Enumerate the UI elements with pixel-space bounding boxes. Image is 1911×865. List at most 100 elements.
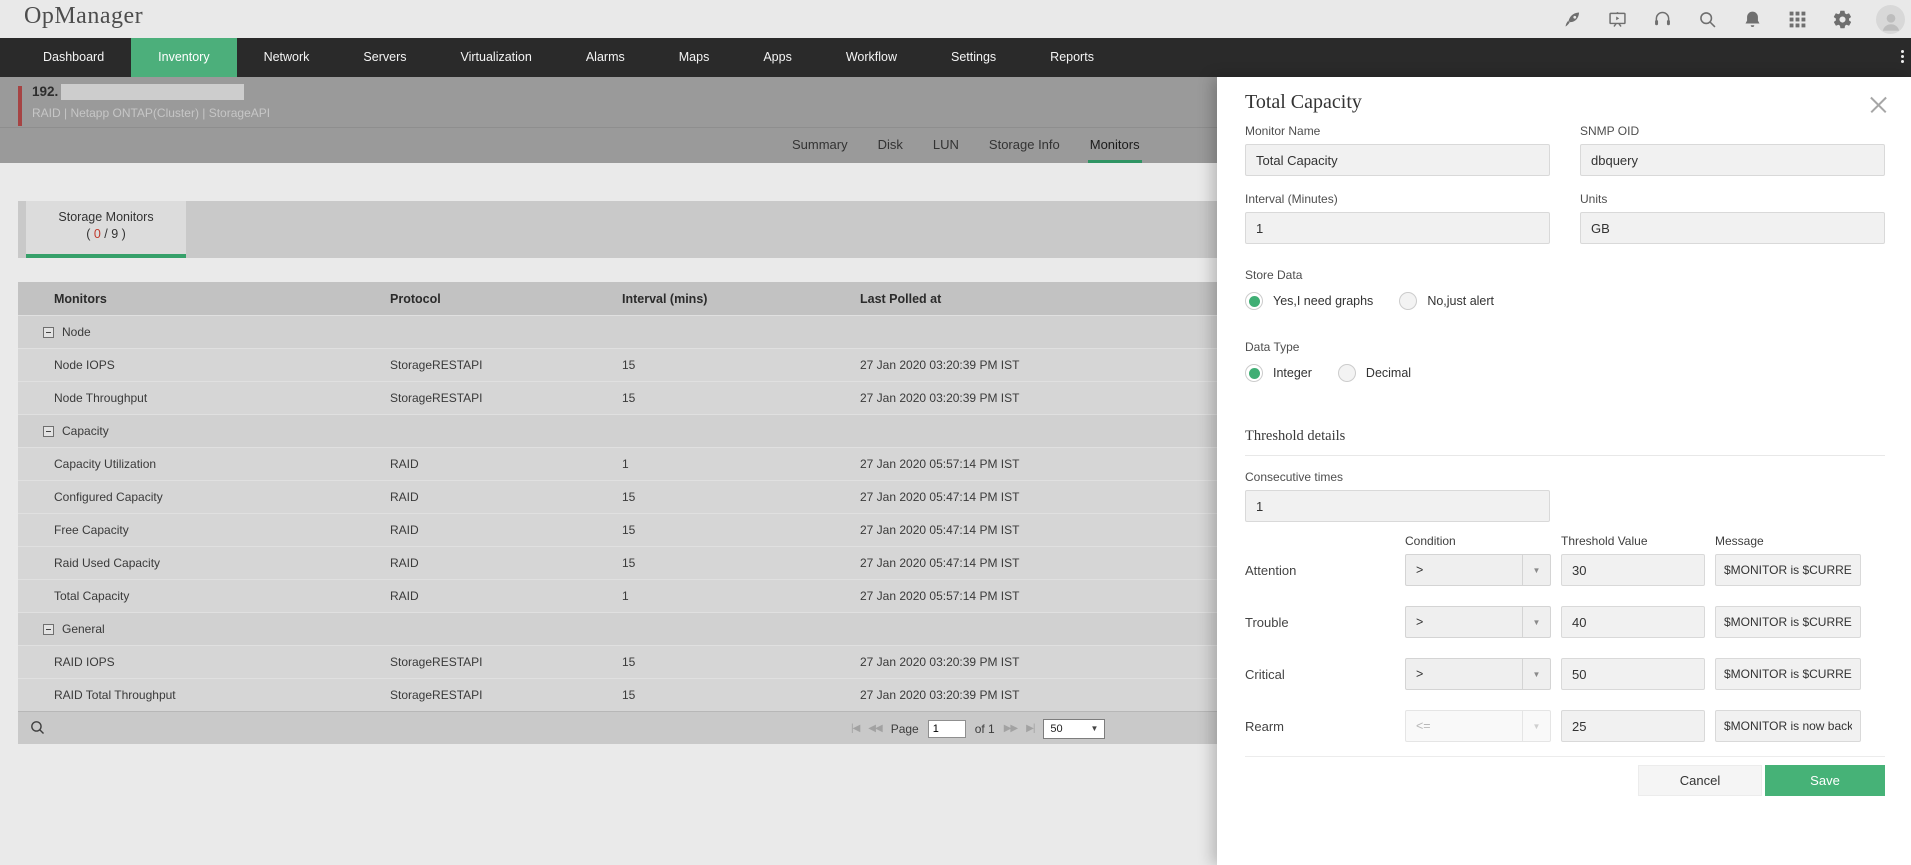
cell-monitor: Configured Capacity <box>54 490 163 504</box>
nav-overflow-kebab-icon[interactable] <box>1901 48 1904 65</box>
page-size-select[interactable]: 50 ▼ <box>1043 718 1106 739</box>
table-group-row[interactable]: Node <box>18 315 1218 348</box>
tab-disk[interactable]: Disk <box>877 137 903 152</box>
nav-item-settings[interactable]: Settings <box>951 50 997 64</box>
col-header-monitors[interactable]: Monitors <box>54 291 107 306</box>
attention-condition-select[interactable]: > ▼ <box>1405 554 1551 586</box>
tab-storage-info[interactable]: Storage Info <box>988 137 1060 152</box>
group-label: Capacity <box>62 424 109 438</box>
data-type-integer-option[interactable]: Integer <box>1245 364 1312 382</box>
col-header-interval[interactable]: Interval (mins) <box>622 291 708 306</box>
radio-selected-icon[interactable] <box>1245 364 1263 382</box>
nav-item-alarms[interactable]: Alarms <box>585 50 625 64</box>
nav-item-workflow[interactable]: Workflow <box>845 50 897 64</box>
cell-last-polled: 27 Jan 2020 05:47:14 PM IST <box>860 523 1020 537</box>
nav-item-inventory[interactable]: Inventory <box>131 38 237 77</box>
radio-unselected-icon[interactable] <box>1399 292 1418 310</box>
last-page-icon[interactable]: ▶| <box>1026 723 1035 734</box>
cell-protocol: RAID <box>390 556 419 570</box>
trouble-message-field[interactable] <box>1715 606 1861 638</box>
store-data-no-option[interactable]: No,just alert <box>1399 292 1494 310</box>
interval-field[interactable] <box>1245 212 1550 244</box>
cell-last-polled: 27 Jan 2020 05:47:14 PM IST <box>860 490 1020 504</box>
table-row[interactable]: Capacity Utilization RAID 1 27 Jan 2020 … <box>18 447 1218 480</box>
table-row[interactable]: Configured Capacity RAID 15 27 Jan 2020 … <box>18 480 1218 513</box>
table-row[interactable]: Free Capacity RAID 15 27 Jan 2020 05:47:… <box>18 513 1218 546</box>
attention-message-field[interactable] <box>1715 554 1861 586</box>
page-label: Page <box>890 721 919 736</box>
consecutive-times-field[interactable] <box>1245 490 1550 522</box>
col-header-protocol[interactable]: Protocol <box>390 291 441 306</box>
table-row[interactable]: RAID IOPS StorageRESTAPI 15 27 Jan 2020 … <box>18 645 1218 678</box>
nav-item-reports[interactable]: Reports <box>1050 50 1094 64</box>
prev-page-icon[interactable]: ◀◀ <box>868 723 882 734</box>
attention-threshold-field[interactable] <box>1561 554 1705 586</box>
units-field[interactable] <box>1580 212 1885 244</box>
table-row[interactable]: Total Capacity RAID 1 27 Jan 2020 05:57:… <box>18 579 1218 612</box>
nav-item-virtualization[interactable]: Virtualization <box>460 50 532 64</box>
device-status-bar <box>18 86 22 126</box>
nav-item-network[interactable]: Network <box>263 50 310 64</box>
monitor-edit-panel: Total Capacity Monitor Name SNMP OID Int… <box>1217 77 1911 865</box>
storage-monitors-tab-title: Storage Monitors <box>58 210 154 224</box>
critical-condition-select[interactable]: > ▼ <box>1405 658 1551 690</box>
cancel-button[interactable]: Cancel <box>1638 765 1762 796</box>
table-row[interactable]: Node Throughput StorageRESTAPI 15 27 Jan… <box>18 381 1218 414</box>
store-data-no-label: No,just alert <box>1427 294 1495 308</box>
tab-summary[interactable]: Summary <box>792 137 848 152</box>
tab-lun[interactable]: LUN <box>932 137 959 152</box>
trouble-threshold-field[interactable] <box>1561 606 1705 638</box>
radio-selected-icon[interactable] <box>1245 292 1263 310</box>
rocket-icon[interactable] <box>1561 8 1583 30</box>
critical-message-field[interactable] <box>1715 658 1861 690</box>
page-number-input[interactable] <box>927 719 966 738</box>
notifications-bell-icon[interactable] <box>1741 8 1763 30</box>
support-headset-icon[interactable] <box>1651 8 1673 30</box>
store-data-yes-option[interactable]: Yes,I need graphs <box>1245 292 1373 310</box>
radio-unselected-icon[interactable] <box>1337 364 1356 382</box>
snmp-oid-field[interactable] <box>1580 144 1885 176</box>
rearm-condition-select: <= ▼ <box>1405 710 1551 742</box>
next-page-icon[interactable]: ▶▶ <box>1003 723 1018 734</box>
threshold-row-trouble: Trouble > ▼ <box>1245 606 1885 638</box>
rearm-threshold-field[interactable] <box>1561 710 1705 742</box>
nav-item-apps[interactable]: Apps <box>763 50 792 64</box>
apps-grid-icon[interactable] <box>1786 8 1808 30</box>
table-search-icon[interactable] <box>29 719 46 741</box>
cell-protocol: RAID <box>390 490 419 504</box>
trouble-condition-select[interactable]: > ▼ <box>1405 606 1551 638</box>
group-label: Node <box>62 325 91 339</box>
table-row[interactable]: Node IOPS StorageRESTAPI 15 27 Jan 2020 … <box>18 348 1218 381</box>
device-name[interactable]: 192. <box>32 84 245 101</box>
data-type-integer-label: Integer <box>1273 366 1312 380</box>
collapse-icon[interactable] <box>43 326 54 338</box>
nav-item-servers[interactable]: Servers <box>363 50 407 64</box>
collapse-icon[interactable] <box>43 425 54 437</box>
tab-monitors[interactable]: Monitors <box>1088 128 1142 163</box>
storage-monitors-tab[interactable]: Storage Monitors ( 0 / 9 ) <box>26 201 186 258</box>
table-row[interactable]: Raid Used Capacity RAID 15 27 Jan 2020 0… <box>18 546 1218 579</box>
cell-interval: 15 <box>622 358 636 372</box>
data-type-decimal-option[interactable]: Decimal <box>1337 364 1411 382</box>
col-header-last-polled[interactable]: Last Polled at <box>860 291 942 306</box>
store-data-radio-group: Yes,I need graphs No,just alert <box>1245 292 1885 310</box>
close-icon[interactable] <box>1867 93 1891 117</box>
first-page-icon[interactable]: |◀ <box>851 723 860 734</box>
critical-threshold-field[interactable] <box>1561 658 1705 690</box>
demo-presentation-icon[interactable] <box>1606 8 1628 30</box>
table-row[interactable]: RAID Total Throughput StorageRESTAPI 15 … <box>18 678 1218 711</box>
cell-protocol: RAID <box>390 457 419 471</box>
monitor-name-field[interactable] <box>1245 144 1550 176</box>
nav-item-maps[interactable]: Maps <box>678 50 710 64</box>
rearm-message-field[interactable] <box>1715 710 1861 742</box>
user-avatar[interactable] <box>1876 4 1905 34</box>
save-button[interactable]: Save <box>1765 765 1885 796</box>
table-group-row[interactable]: Capacity <box>18 414 1218 447</box>
data-type-label: Data Type <box>1245 340 1300 354</box>
settings-gear-icon[interactable] <box>1831 8 1853 30</box>
cell-protocol: StorageRESTAPI <box>390 391 483 405</box>
table-group-row[interactable]: General <box>18 612 1218 645</box>
nav-item-dashboard[interactable]: Dashboard <box>43 50 105 64</box>
collapse-icon[interactable] <box>43 623 54 635</box>
search-icon[interactable] <box>1696 8 1718 30</box>
